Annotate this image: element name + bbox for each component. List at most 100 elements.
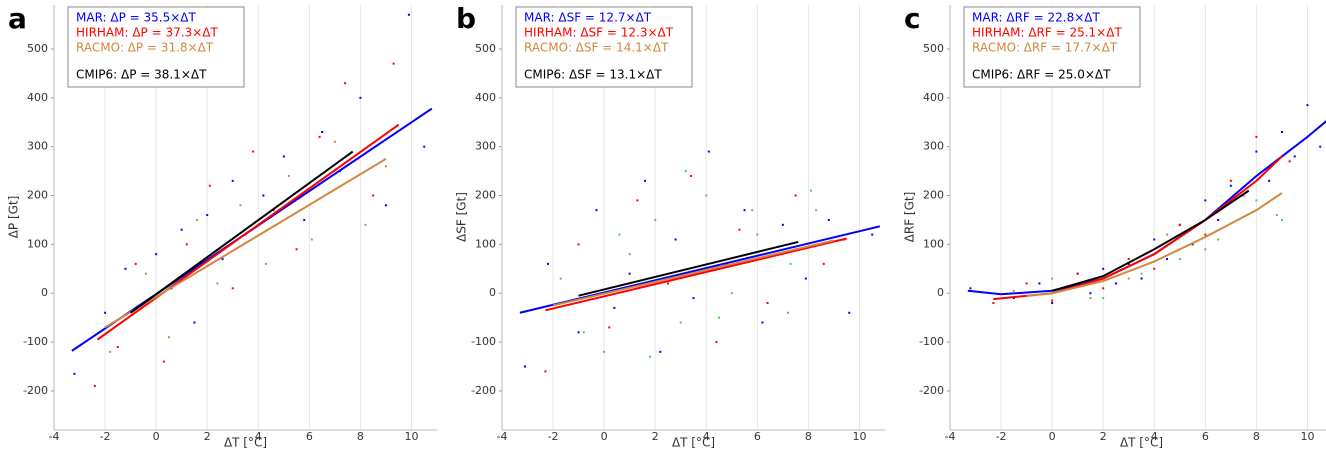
data-point [794, 194, 797, 197]
y-tick-label: 300 [27, 140, 48, 153]
data-point [643, 179, 646, 182]
legend-entry: RACMO: ΔRF = 17.7×ΔT [972, 41, 1118, 55]
data-point [1153, 267, 1156, 270]
data-point [613, 306, 616, 309]
legend-entry: MAR: ΔP = 35.5×ΔT [76, 11, 197, 25]
y-tick-label: 500 [475, 42, 496, 55]
y-tick-label: 300 [923, 140, 944, 153]
data-point [185, 243, 188, 246]
data-point [384, 165, 387, 168]
legend-entry: HIRHAM: ΔRF = 25.1×ΔT [972, 26, 1122, 40]
legend-entry: CMIP6: ΔP = 38.1×ΔT [76, 68, 207, 82]
data-point [715, 341, 718, 344]
data-point [1166, 258, 1169, 261]
x-tick-label: 10 [1300, 430, 1314, 443]
data-point [738, 228, 741, 231]
data-point [310, 238, 313, 241]
data-point [577, 331, 580, 334]
fit-line [1051, 189, 1250, 292]
data-point [155, 253, 158, 256]
data-point [1102, 287, 1105, 290]
data-point [692, 297, 695, 300]
y-tick-label: -100 [919, 335, 944, 348]
legend-entry: MAR: ΔRF = 22.8×ΔT [972, 11, 1101, 25]
data-point [1153, 238, 1156, 241]
data-point [321, 131, 324, 134]
y-tick-label: 300 [475, 140, 496, 153]
data-point [407, 13, 410, 16]
data-point [1306, 104, 1309, 107]
data-point [705, 194, 708, 197]
fit-line [1026, 192, 1283, 297]
y-tick-label: 100 [27, 237, 48, 250]
data-point [756, 233, 759, 236]
data-point [848, 311, 851, 314]
y-tick-label: -200 [471, 384, 496, 397]
data-point [1089, 297, 1092, 300]
x-tick-label: -2 [100, 430, 111, 443]
x-tick-label: 8 [357, 430, 364, 443]
data-point [93, 385, 96, 388]
y-tick-label: 0 [489, 286, 496, 299]
data-point [303, 218, 306, 221]
data-point [707, 150, 710, 153]
data-point [804, 277, 807, 280]
data-point [628, 272, 631, 275]
data-point [1051, 299, 1054, 302]
x-tick-label: 4 [1151, 430, 1158, 443]
x-tick-label: 6 [306, 430, 313, 443]
data-point [654, 218, 657, 221]
data-point [372, 194, 375, 197]
data-point [674, 238, 677, 241]
x-axis-label: ΔT [°C] [1120, 436, 1163, 450]
data-point [239, 204, 242, 207]
data-point [679, 321, 682, 324]
y-axis-label: ΔRF [Gt] [903, 192, 917, 243]
data-point [827, 218, 830, 221]
data-point [392, 62, 395, 65]
data-point [287, 174, 290, 177]
data-point [1229, 179, 1232, 182]
fit-line [578, 240, 799, 297]
data-point [689, 174, 692, 177]
data-point [1255, 135, 1258, 138]
data-point [809, 189, 812, 192]
panel-label: c [904, 2, 921, 35]
x-tick-label: 8 [805, 430, 812, 443]
data-point [423, 145, 426, 148]
data-point [871, 233, 874, 236]
data-point [815, 209, 818, 212]
x-tick-label: 2 [1100, 430, 1107, 443]
legend-entry: MAR: ΔSF = 12.7×ΔT [524, 11, 652, 25]
data-point [781, 223, 784, 226]
data-point [1166, 233, 1169, 236]
data-point [789, 262, 792, 265]
x-tick-label: -4 [945, 430, 956, 443]
data-point [333, 140, 336, 143]
data-point [523, 365, 526, 368]
data-point [544, 370, 547, 373]
legend-entry: RACMO: ΔP = 31.8×ΔT [76, 41, 214, 55]
fit-line [130, 150, 354, 314]
data-point [684, 170, 687, 173]
data-point [1038, 282, 1041, 285]
y-tick-label: -200 [23, 384, 48, 397]
data-point [761, 321, 764, 324]
data-point [1089, 292, 1092, 295]
data-point [666, 282, 669, 285]
data-point [786, 311, 789, 314]
data-point [1191, 243, 1194, 246]
data-point [206, 214, 209, 217]
legend-entry: CMIP6: ΔSF = 13.1×ΔT [524, 68, 662, 82]
data-point [649, 355, 652, 358]
y-axis-label: ΔSF [Gt] [455, 192, 469, 242]
data-point [162, 360, 165, 363]
data-point [1275, 214, 1278, 217]
data-point [1255, 150, 1258, 153]
data-point [718, 316, 721, 319]
y-tick-label: 500 [923, 42, 944, 55]
y-tick-label: 400 [27, 91, 48, 104]
data-point [359, 96, 362, 99]
y-tick-label: 0 [937, 286, 944, 299]
legend-entry: HIRHAM: ΔSF = 12.3×ΔT [524, 26, 674, 40]
